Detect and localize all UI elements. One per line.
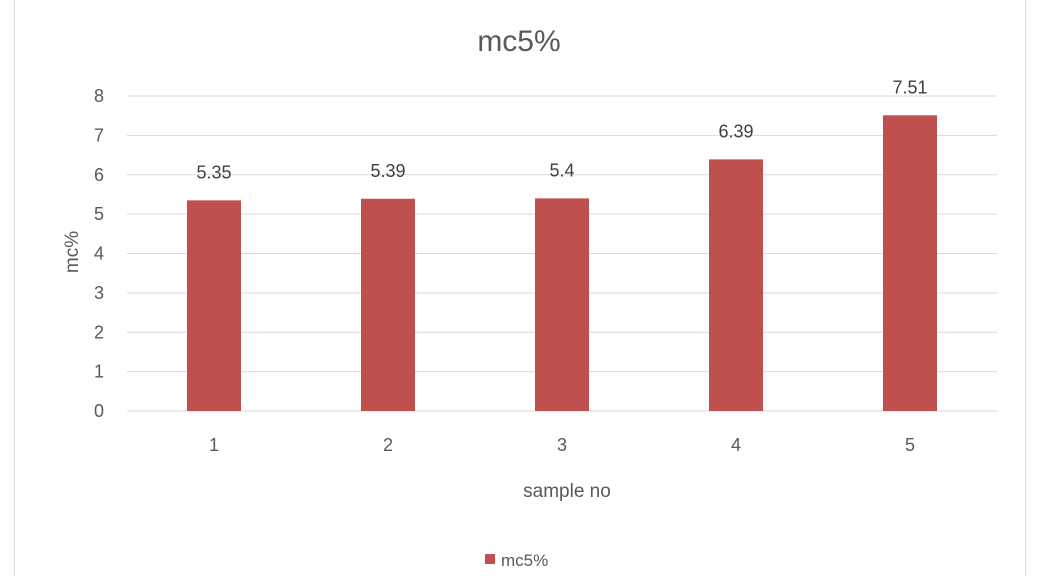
bars bbox=[187, 115, 937, 411]
x-tick-label: 4 bbox=[731, 435, 741, 455]
x-tick-label: 2 bbox=[383, 435, 393, 455]
x-axis-label: sample no bbox=[523, 481, 611, 502]
y-tick-label: 3 bbox=[94, 283, 104, 303]
bar bbox=[709, 159, 763, 411]
data-label: 5.4 bbox=[549, 160, 574, 180]
data-label: 7.51 bbox=[892, 77, 927, 97]
x-axis-ticks: 1 2 3 4 5 bbox=[209, 435, 915, 455]
data-label: 5.39 bbox=[370, 161, 405, 181]
y-tick-label: 6 bbox=[94, 165, 104, 185]
bar bbox=[883, 115, 937, 411]
y-tick-label: 7 bbox=[94, 125, 104, 145]
chart-title: mc5% bbox=[477, 25, 560, 58]
y-tick-label: 0 bbox=[94, 401, 104, 421]
y-axis-ticks: 0 1 2 3 4 5 6 7 8 bbox=[94, 86, 104, 421]
y-tick-label: 4 bbox=[94, 244, 104, 264]
data-label: 5.35 bbox=[196, 162, 231, 182]
bar bbox=[535, 198, 589, 411]
data-label: 6.39 bbox=[718, 121, 753, 141]
data-labels: 5.35 5.39 5.4 6.39 7.51 bbox=[196, 77, 927, 182]
y-axis-label: mc% bbox=[62, 231, 83, 273]
legend-swatch bbox=[485, 554, 495, 564]
x-tick-label: 3 bbox=[557, 435, 567, 455]
y-tick-label: 1 bbox=[94, 362, 104, 382]
x-tick-label: 1 bbox=[209, 435, 219, 455]
bar bbox=[187, 200, 241, 411]
y-tick-label: 2 bbox=[94, 322, 104, 342]
bar bbox=[361, 198, 415, 411]
x-tick-label: 5 bbox=[905, 435, 915, 455]
y-tick-label: 5 bbox=[94, 204, 104, 224]
legend: mc5% bbox=[485, 551, 548, 570]
y-tick-label: 8 bbox=[94, 86, 104, 106]
legend-label: mc5% bbox=[501, 551, 548, 570]
